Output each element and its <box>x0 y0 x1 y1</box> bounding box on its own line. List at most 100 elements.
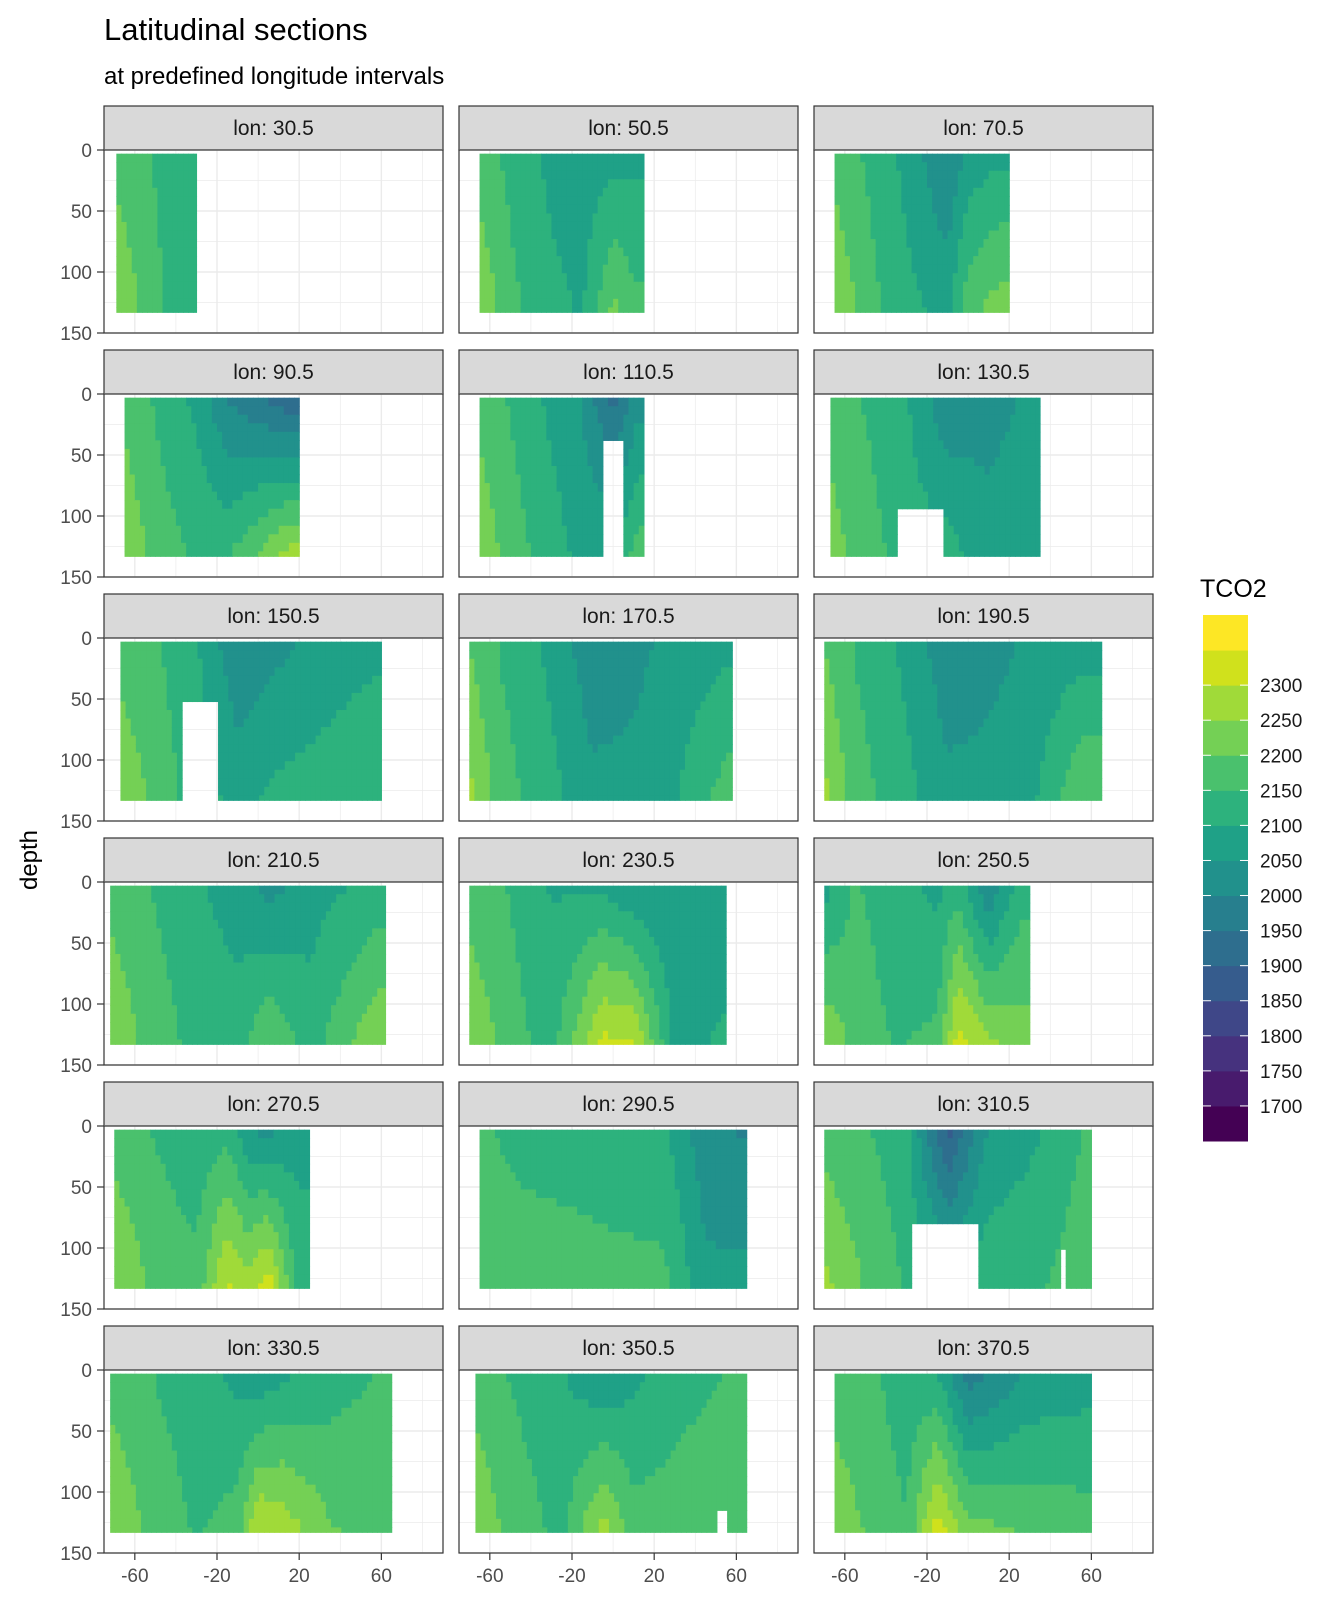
y-tick-label: 50 <box>71 690 92 711</box>
field-cell <box>875 153 882 163</box>
field-cell <box>305 735 312 745</box>
field-cell <box>247 483 254 493</box>
field-cell <box>520 752 527 762</box>
field-cell <box>835 440 842 450</box>
field-cell <box>510 709 517 720</box>
field-cell <box>284 718 291 728</box>
field-cell <box>237 525 244 535</box>
field-cell <box>228 735 235 745</box>
field-cell <box>1020 397 1027 407</box>
field-cell <box>984 517 991 527</box>
field-cell <box>628 517 635 527</box>
field-cell <box>932 264 938 274</box>
field-cell <box>186 414 192 424</box>
field-cell <box>263 474 269 484</box>
field-cell <box>505 542 511 552</box>
field-cell <box>1010 406 1016 416</box>
field-cell <box>310 752 317 762</box>
field-cell <box>341 735 348 745</box>
field-cell <box>152 307 159 313</box>
field-cell <box>556 414 563 424</box>
field-cell <box>1010 457 1016 467</box>
field-cell <box>233 650 240 660</box>
field-cell <box>165 500 172 510</box>
field-cell <box>525 735 532 745</box>
field-cell <box>906 221 913 232</box>
field-cell <box>892 500 898 510</box>
field-cell <box>320 667 327 677</box>
field-cell <box>551 483 558 493</box>
field-cell <box>165 431 172 441</box>
field-cell <box>525 247 532 257</box>
field-cell <box>193 213 198 223</box>
field-cell <box>607 196 614 206</box>
field-cell <box>587 179 594 189</box>
field-cell <box>613 170 619 180</box>
field-cell <box>238 701 245 711</box>
field-cell <box>973 247 979 257</box>
field-cell <box>998 273 1005 283</box>
field-cell <box>866 397 873 407</box>
field-cell <box>366 778 373 788</box>
field-cell <box>916 256 923 266</box>
field-cell <box>170 517 177 527</box>
field-cell <box>928 483 934 493</box>
field-cell <box>181 534 187 544</box>
field-cell <box>897 397 903 407</box>
field-cell <box>264 650 270 660</box>
field-cell <box>160 551 167 557</box>
field-cell <box>191 508 198 518</box>
field-cell <box>151 650 157 660</box>
field-cell <box>546 162 553 172</box>
field-cell <box>165 448 172 459</box>
field-cell <box>489 457 496 467</box>
field-cell <box>572 641 578 651</box>
field-cell <box>125 658 132 668</box>
field-cell <box>870 239 877 249</box>
field-cell <box>162 170 169 180</box>
field-cell <box>536 709 542 720</box>
y-tick-label: 0 <box>81 629 92 650</box>
field-cell <box>633 491 640 501</box>
y-tick-label: 0 <box>81 385 92 406</box>
tco2-field <box>479 397 645 557</box>
field-cell <box>124 525 131 535</box>
field-cell <box>288 534 295 544</box>
field-cell <box>1004 256 1010 266</box>
field-cell <box>247 423 254 433</box>
field-cell <box>201 406 208 416</box>
field-cell <box>1025 448 1032 459</box>
field-cell <box>273 500 280 510</box>
field-cell <box>983 281 990 291</box>
field-cell <box>171 795 178 801</box>
field-cell <box>525 795 532 801</box>
field-cell <box>1015 465 1022 476</box>
field-cell <box>361 769 368 779</box>
field-cell <box>139 406 146 416</box>
field-cell <box>279 752 286 762</box>
field-cell <box>536 170 542 180</box>
field-cell <box>618 264 624 274</box>
field-cell <box>856 465 862 476</box>
field-cell <box>196 457 203 467</box>
field-cell <box>947 256 954 266</box>
field-cell <box>618 153 624 163</box>
field-cell <box>597 230 604 240</box>
field-cell <box>916 281 923 291</box>
field-cell <box>269 701 276 711</box>
field-cell <box>196 483 203 493</box>
field-cell <box>830 397 837 407</box>
field-cell <box>525 542 532 552</box>
field-cell <box>520 692 527 703</box>
field-cell <box>927 273 933 283</box>
field-cell <box>952 247 959 257</box>
field-cell <box>147 307 153 313</box>
field-cell <box>237 423 244 433</box>
field-cell <box>577 406 583 416</box>
field-cell <box>602 397 609 407</box>
field-cell <box>582 551 589 557</box>
field-cell <box>206 542 213 552</box>
field-cell <box>602 414 609 424</box>
field-cell <box>510 778 517 788</box>
field-cell <box>188 290 194 300</box>
